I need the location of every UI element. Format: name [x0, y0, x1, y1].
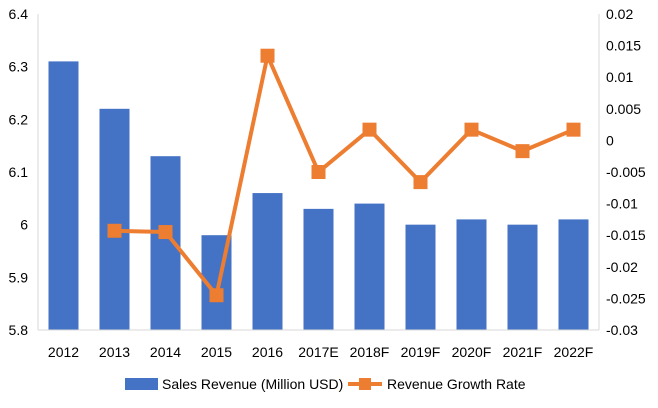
right-tick-label: -0.03 — [606, 322, 638, 338]
bar-2013 — [99, 108, 130, 330]
x-tick-label: 2019F — [401, 344, 441, 360]
right-tick-label: 0.015 — [606, 38, 641, 54]
right-tick-label: -0.005 — [606, 164, 646, 180]
line-layer — [107, 48, 581, 303]
x-tick-label: 2020F — [452, 344, 492, 360]
x-tick-label: 2012 — [48, 344, 79, 360]
growth-marker-2015 — [209, 288, 224, 303]
bar-2018F — [354, 203, 385, 330]
x-tick-label: 2021F — [503, 344, 543, 360]
right-tick-label: -0.015 — [606, 227, 646, 243]
right-tick-label: 0.01 — [606, 69, 633, 85]
bar-2021F — [507, 224, 538, 330]
x-tick-label: 2018F — [350, 344, 390, 360]
growth-marker-2019F — [413, 175, 428, 190]
growth-marker-2017E — [311, 165, 326, 179]
left-tick-label: 6 — [20, 217, 28, 233]
bar-2016 — [252, 193, 283, 330]
growth-marker-2016 — [260, 48, 275, 63]
left-tick-label: 6.3 — [9, 59, 29, 75]
growth-marker-2021F — [515, 144, 530, 159]
growth-marker-2018F — [362, 122, 377, 137]
right-tick-label: 0.02 — [606, 6, 633, 22]
right-tick-label: 0 — [606, 132, 614, 148]
legend-swatch-marker — [359, 378, 371, 390]
bar-2012 — [48, 61, 79, 331]
legend: Sales Revenue (Million USD) Revenue Grow… — [125, 376, 526, 392]
x-tick-label: 2015 — [201, 344, 232, 360]
x-tick-label: 2022F — [554, 344, 594, 360]
growth-rate-line — [114, 53, 575, 298]
left-tick-label: 6.4 — [9, 6, 29, 22]
bars-layer — [48, 61, 589, 331]
left-tick-label: 5.9 — [9, 269, 29, 285]
legend-swatch-bar — [125, 378, 158, 390]
legend-label-bar: Sales Revenue (Million USD) — [162, 376, 343, 392]
bar-2020F — [456, 219, 487, 330]
growth-marker-2022F — [566, 122, 581, 137]
growth-marker-2020F — [464, 122, 479, 137]
left-tick-label: 6.2 — [9, 111, 29, 127]
x-tick-label: 2013 — [99, 344, 130, 360]
x-tick-label: 2014 — [150, 344, 181, 360]
right-tick-label: -0.01 — [606, 196, 638, 212]
growth-marker-2014 — [158, 225, 173, 240]
axes-layer — [37, 14, 600, 331]
left-tick-label: 5.8 — [9, 322, 29, 338]
right-tick-label: 0.005 — [606, 101, 641, 117]
x-tick-label: 2016 — [252, 344, 283, 360]
right-tick-label: -0.02 — [606, 259, 638, 275]
legend-label-line: Revenue Growth Rate — [387, 376, 526, 392]
bar-2022F — [558, 219, 589, 330]
growth-marker-2013 — [107, 223, 122, 238]
left-tick-label: 6.1 — [9, 164, 29, 180]
right-tick-label: -0.025 — [606, 290, 646, 306]
bar-2019F — [405, 224, 436, 330]
x-tick-label: 2017E — [298, 344, 338, 360]
ticks-layer: 5.8 5.9 6 6.1 6.2 6.3 6.4 -0.03 -0.025 -0.02 -0.01… — [9, 6, 646, 360]
bar-2017E — [303, 208, 334, 330]
